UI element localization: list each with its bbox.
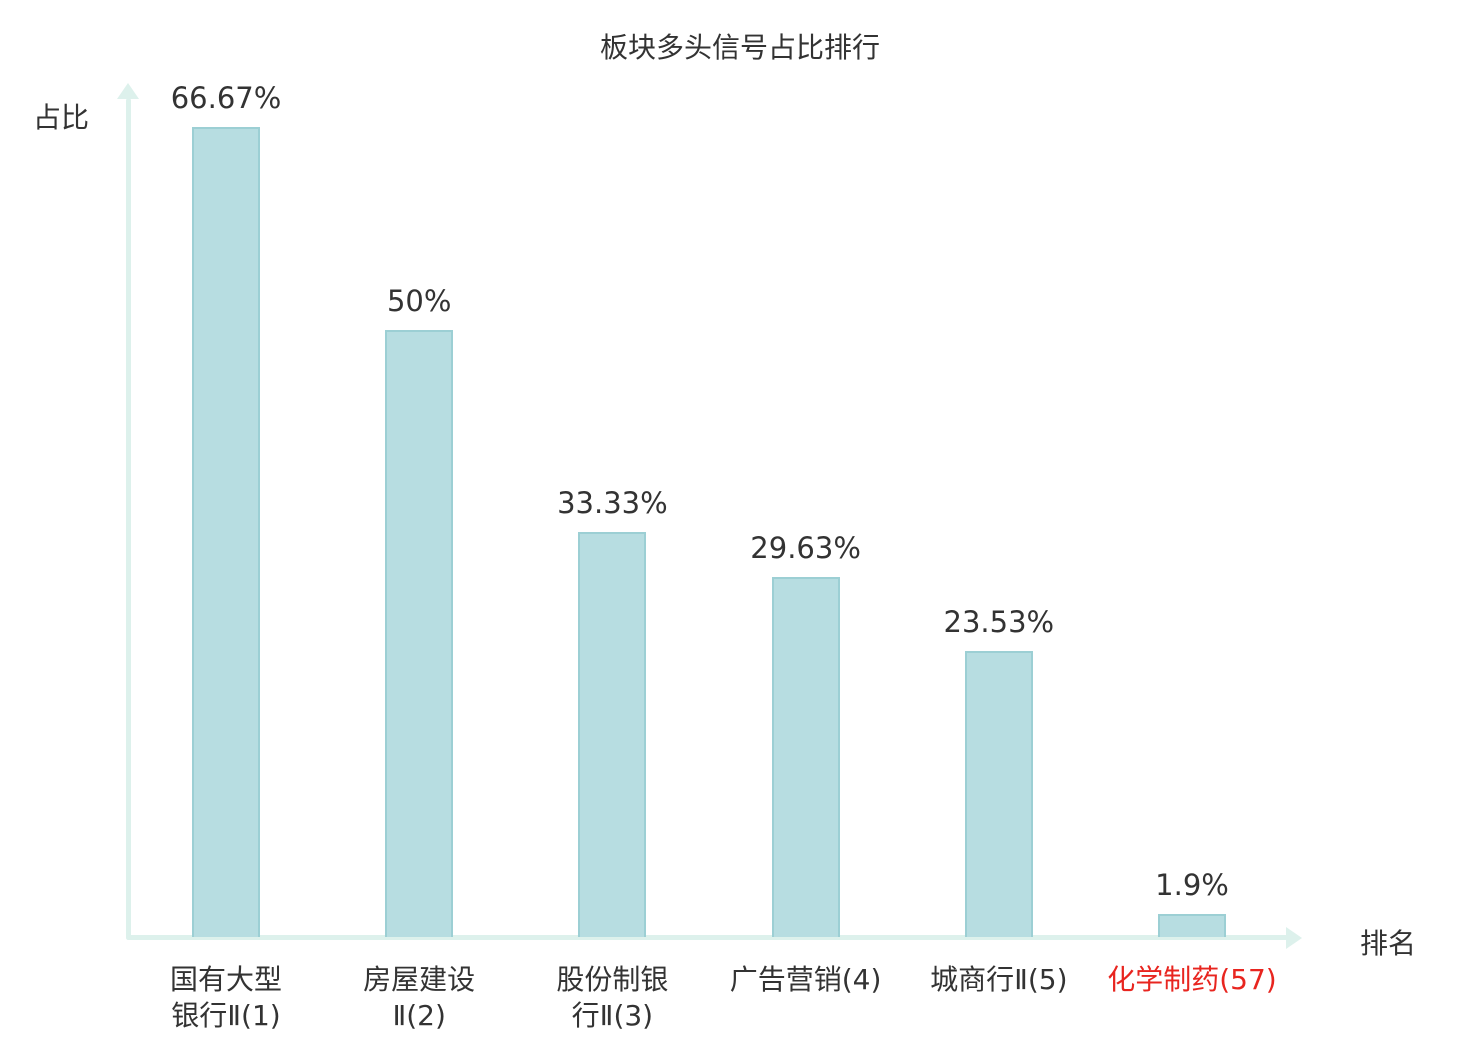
bar-value-label: 29.63% xyxy=(750,531,861,565)
bar-value-label: 33.33% xyxy=(557,486,668,521)
y-axis xyxy=(126,98,131,940)
bar-category-label: 广告营销(4) xyxy=(729,963,882,996)
bar xyxy=(192,127,260,937)
bar-category-label: 国有大型 银行Ⅱ(1) xyxy=(169,963,283,1032)
bar-value-label: 50% xyxy=(386,283,452,318)
bar-value-label: 23.53% xyxy=(943,605,1055,640)
bar xyxy=(578,532,647,937)
bar-category-label: 城商行Ⅱ(5) xyxy=(930,963,1068,996)
bar xyxy=(385,329,454,937)
chart-title: 板块多头信号占比排行 xyxy=(599,31,880,64)
bar-category-label: 股份制银 行Ⅱ(3) xyxy=(556,963,669,1032)
x-axis-label: 排名 xyxy=(1360,927,1417,960)
y-axis-label: 占比 xyxy=(33,101,90,134)
x-axis xyxy=(126,935,1288,940)
bar-category-label: 化学制药(57) xyxy=(1107,963,1277,996)
x-axis-arrow-icon xyxy=(1286,926,1302,949)
bar-category-label: 房屋建设 Ⅱ(2) xyxy=(363,963,476,1032)
bar xyxy=(771,577,840,937)
bar-value-label: 1.9% xyxy=(1155,867,1229,902)
bar xyxy=(1158,913,1226,937)
bar-value-label: 66.67% xyxy=(170,81,282,115)
y-axis-arrow-icon xyxy=(117,83,139,99)
bar xyxy=(964,651,1033,937)
